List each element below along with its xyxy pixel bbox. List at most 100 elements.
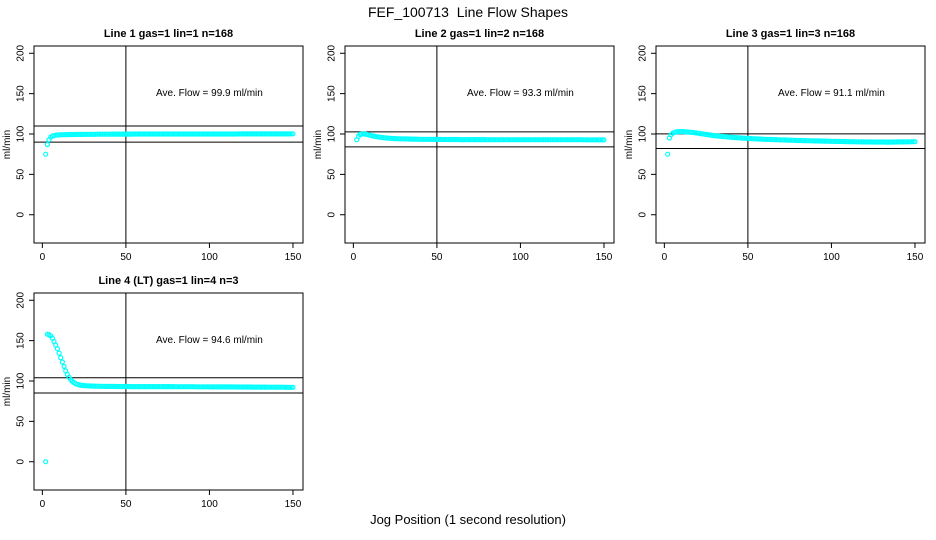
- y-tick-label: 100: [16, 125, 27, 142]
- data-point: [785, 137, 791, 143]
- data-point: [451, 136, 457, 143]
- data-point: [163, 383, 169, 390]
- y-tick-label: 200: [327, 44, 338, 61]
- data-point: [186, 131, 192, 137]
- data-point: [410, 136, 417, 142]
- data-point: [241, 384, 248, 390]
- data-point: [795, 137, 801, 144]
- data-point: [562, 137, 569, 143]
- data-point: [198, 131, 204, 137]
- data-point: [103, 131, 109, 137]
- data-point: [526, 137, 532, 143]
- data-point: [853, 139, 860, 145]
- data-point: [218, 384, 224, 390]
- data-point: [241, 131, 248, 137]
- data-point: [267, 384, 273, 390]
- data-point: [103, 383, 109, 390]
- data-point: [178, 384, 184, 390]
- data-point: [255, 131, 261, 137]
- data-point: [265, 384, 271, 390]
- data-point: [215, 131, 221, 137]
- data-point: [61, 363, 67, 370]
- data-point: [215, 384, 221, 390]
- data-point: [231, 131, 238, 137]
- data-point: [98, 131, 104, 137]
- y-tick-label: 150: [638, 85, 649, 102]
- data-point: [235, 384, 241, 390]
- x-tick-label: 150: [907, 252, 924, 263]
- data-point: [171, 131, 177, 137]
- y-axis-label: ml/min: [624, 130, 635, 159]
- data-point: [270, 384, 276, 390]
- data-point: [166, 383, 172, 390]
- data-point: [258, 131, 264, 137]
- x-tick-label: 150: [285, 252, 302, 263]
- data-point: [790, 137, 796, 143]
- data-point: [868, 139, 875, 145]
- data-point: [168, 131, 174, 137]
- data-point: [574, 137, 580, 143]
- data-point: [225, 384, 231, 390]
- data-point: [183, 384, 189, 390]
- data-point: [288, 384, 294, 390]
- data-point: [469, 136, 475, 143]
- data-point: [825, 138, 831, 144]
- data-point: [173, 384, 179, 390]
- x-tick-label: 0: [40, 252, 46, 263]
- y-tick-label: 200: [16, 44, 27, 61]
- data-point: [858, 139, 865, 145]
- data-point: [676, 128, 683, 135]
- data-point: [517, 137, 523, 143]
- data-point: [877, 139, 883, 145]
- data-point: [111, 131, 117, 137]
- data-point: [220, 131, 226, 137]
- data-point: [912, 139, 918, 145]
- data-point: [230, 131, 236, 137]
- figure-title: FEF_100713 Line Flow Shapes: [367, 4, 568, 20]
- data-point: [564, 137, 570, 143]
- data-point: [246, 131, 253, 137]
- data-point: [439, 136, 445, 143]
- data-point: [93, 383, 99, 389]
- data-point: [272, 384, 278, 390]
- data-point: [251, 131, 258, 137]
- data-point: [494, 137, 500, 143]
- data-point: [531, 137, 537, 143]
- x-tick-label: 50: [120, 252, 132, 263]
- data-point: [497, 137, 503, 143]
- data-point: [808, 138, 814, 144]
- data-point: [150, 131, 156, 137]
- data-point: [457, 136, 463, 143]
- data-point: [118, 131, 124, 137]
- ave-flow-annotation: Ave. Flow = 91.1 ml/min: [778, 88, 885, 99]
- data-point: [146, 383, 152, 390]
- data-point: [175, 131, 181, 137]
- y-tick-label: 0: [16, 212, 27, 218]
- data-point: [158, 131, 164, 137]
- data-point: [422, 136, 428, 142]
- data-point: [870, 139, 876, 145]
- data-point: [501, 137, 507, 143]
- x-tick-label: 150: [285, 499, 302, 510]
- y-axis-label: ml/min: [2, 377, 13, 406]
- data-point: [559, 137, 565, 143]
- data-point: [118, 383, 124, 390]
- y-tick-label: 50: [638, 168, 649, 180]
- ave-flow-annotation: Ave. Flow = 99.9 ml/min: [156, 88, 263, 99]
- data-point: [106, 131, 112, 137]
- data-point: [78, 131, 84, 138]
- data-point: [446, 136, 452, 143]
- data-point: [54, 346, 61, 352]
- data-point: [236, 131, 243, 137]
- data-point: [123, 131, 129, 137]
- data-point: [863, 139, 870, 145]
- y-tick-label: 50: [16, 415, 27, 427]
- data-point: [66, 131, 72, 138]
- data-point: [359, 131, 365, 137]
- data-point: [166, 131, 172, 137]
- data-point: [98, 383, 104, 389]
- data-point: [223, 384, 229, 390]
- data-point: [479, 136, 485, 143]
- data-point: [135, 383, 141, 390]
